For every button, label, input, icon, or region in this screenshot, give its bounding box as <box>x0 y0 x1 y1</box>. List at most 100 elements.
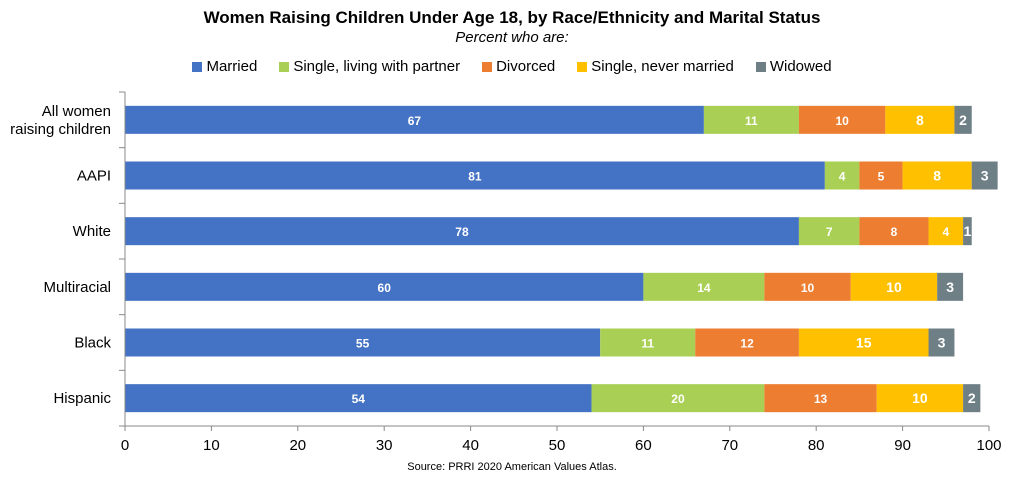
data-label: 2 <box>959 112 967 128</box>
x-tick-label: 40 <box>462 437 479 454</box>
bar-segment <box>703 105 799 134</box>
category-label: White <box>73 223 111 240</box>
bar-segment <box>885 105 955 134</box>
data-label: 11 <box>641 337 654 351</box>
bar-segment <box>963 217 972 246</box>
bar-segment <box>876 384 964 413</box>
bar-segment <box>695 328 799 357</box>
bar-segment <box>963 384 981 413</box>
data-label: 10 <box>835 114 849 128</box>
bar-segment <box>643 272 765 301</box>
x-tick-label: 70 <box>721 437 738 454</box>
x-tick-label: 30 <box>376 437 393 454</box>
chart-subtitle: Percent who are: <box>455 29 569 46</box>
data-label: 3 <box>981 168 989 184</box>
bar-segment <box>859 161 903 190</box>
legend-label: Single, living with partner <box>293 58 461 75</box>
legend-swatch <box>482 61 493 72</box>
data-label: 11 <box>745 114 758 128</box>
x-tick-label: 10 <box>203 437 220 454</box>
data-label: 8 <box>891 225 898 239</box>
legend-label: Single, never married <box>591 58 734 75</box>
bar-segment <box>859 217 929 246</box>
category-label-line: AAPI <box>77 168 111 185</box>
legend-swatch <box>192 61 203 72</box>
bar-segment <box>824 161 860 190</box>
data-label: 10 <box>912 390 928 406</box>
x-tick-label: 80 <box>808 437 825 454</box>
x-tick-label: 100 <box>976 437 1001 454</box>
bar-segment <box>764 272 851 301</box>
bar-segment <box>850 272 938 301</box>
legend-swatch <box>279 61 290 72</box>
data-label: 13 <box>814 392 828 406</box>
chart-title: Women Raising Children Under Age 18, by … <box>203 8 821 27</box>
data-label: 20 <box>671 392 685 406</box>
bar-segment <box>798 328 929 357</box>
category-label-line: White <box>73 223 111 240</box>
data-label: 55 <box>356 337 370 351</box>
bar-segment <box>954 105 972 134</box>
data-label: 15 <box>856 335 872 351</box>
category-label: Hispanic <box>53 390 111 407</box>
legend-entry: Widowed <box>755 58 832 75</box>
legend-entry: Married <box>192 58 257 75</box>
data-label: 81 <box>468 170 482 184</box>
legend-entry: Divorced <box>482 58 555 75</box>
bar-segment <box>902 161 972 190</box>
data-label: 3 <box>946 279 954 295</box>
x-tick-label: 20 <box>289 437 306 454</box>
data-label: 60 <box>378 281 392 295</box>
data-label: 10 <box>801 281 815 295</box>
bar-segment <box>125 272 644 301</box>
data-label: 67 <box>408 114 422 128</box>
legend-entry: Single, never married <box>577 58 734 75</box>
bar-segment <box>928 328 955 357</box>
category-label-line: raising children <box>10 121 111 138</box>
data-label: 12 <box>740 337 754 351</box>
data-label: 1 <box>964 223 972 239</box>
bar-segment <box>125 328 601 357</box>
bar-segment <box>125 217 799 246</box>
bar-segment <box>971 161 998 190</box>
bar-segment <box>928 217 964 246</box>
source-note: Source: PRRI 2020 American Values Atlas. <box>407 461 617 473</box>
data-label: 8 <box>916 112 924 128</box>
category-label: AAPI <box>77 168 111 185</box>
data-label: 8 <box>933 168 941 184</box>
data-label: 4 <box>942 225 949 239</box>
x-tick-label: 0 <box>121 437 129 454</box>
data-label: 5 <box>878 170 885 184</box>
category-label-line: Hispanic <box>53 390 111 407</box>
category-label-line: All women <box>42 103 111 120</box>
bar-segment <box>125 105 704 134</box>
data-label: 10 <box>886 279 902 295</box>
category-label-line: Black <box>74 335 111 352</box>
legend-swatch <box>577 61 588 72</box>
data-label: 2 <box>968 390 976 406</box>
category-label: Multiracial <box>43 279 111 296</box>
legend-swatch <box>755 61 766 72</box>
legend-label: Married <box>206 58 258 75</box>
legend-entry: Single, living with partner <box>279 58 460 75</box>
category-label: All women raising children <box>10 103 111 138</box>
legend-label: Widowed <box>769 58 832 75</box>
bar-segment <box>125 384 592 413</box>
bar-segment <box>798 217 860 246</box>
data-label: 78 <box>455 225 469 239</box>
category-label: Black <box>74 335 111 352</box>
data-label: 4 <box>839 170 846 184</box>
legend-label: Divorced <box>496 58 556 75</box>
bar-segment <box>764 384 877 413</box>
data-label: 3 <box>938 335 946 351</box>
bar-segment <box>937 272 964 301</box>
data-label: 14 <box>697 281 711 295</box>
x-tick-label: 60 <box>635 437 652 454</box>
bar-segment <box>798 105 886 134</box>
x-tick-label: 90 <box>894 437 911 454</box>
data-label: 7 <box>826 225 833 239</box>
bar-segment <box>600 328 696 357</box>
category-label-line: Multiracial <box>43 279 111 296</box>
